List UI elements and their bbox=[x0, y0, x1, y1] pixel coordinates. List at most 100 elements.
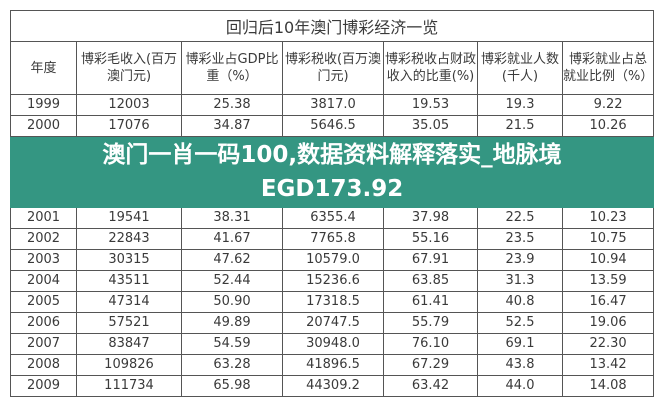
table-cell: 9.22 bbox=[561, 94, 655, 116]
table-row: 2002 22843 41.67 7765.8 55.16 23.5 10.75 bbox=[10, 228, 655, 250]
table-cell: 2002 bbox=[10, 228, 77, 250]
table-cell: 54.59 bbox=[181, 333, 283, 355]
table-cell: 2000 bbox=[10, 115, 77, 137]
table-cell: 63.28 bbox=[181, 354, 283, 376]
table-title: 回归后10年澳门博彩经济一览 bbox=[9, 10, 655, 42]
table-cell: 41.67 bbox=[181, 228, 283, 250]
table-cell: 10.23 bbox=[561, 207, 655, 229]
table-cell: 22.5 bbox=[477, 207, 563, 229]
table-cell: 13.42 bbox=[561, 354, 655, 376]
table-cell: 17318.5 bbox=[282, 291, 384, 313]
table-cell: 2006 bbox=[10, 312, 77, 334]
table-cell: 30315 bbox=[76, 249, 182, 271]
table-row: 2009 111734 65.98 44309.2 63.42 44.0 14.08 bbox=[10, 375, 655, 397]
table-cell: 35.05 bbox=[383, 115, 478, 137]
table-cell: 109826 bbox=[76, 354, 182, 376]
table-cell: 44.0 bbox=[477, 375, 563, 397]
table-cell: 61.41 bbox=[383, 291, 478, 313]
table-row: 2001 19541 38.31 6355.4 37.98 22.5 10.23 bbox=[10, 207, 655, 229]
table-cell: 2007 bbox=[10, 333, 77, 355]
table-cell: 19541 bbox=[76, 207, 182, 229]
table-row: 2006 57521 49.89 20747.5 55.79 52.5 19.06 bbox=[10, 312, 655, 334]
table-cell: 19.06 bbox=[561, 312, 655, 334]
column-header: 博彩业占GDP比重（%） bbox=[181, 41, 283, 95]
table-cell: 47314 bbox=[76, 291, 182, 313]
table-cell: 55.16 bbox=[383, 228, 478, 250]
table-cell: 30948.0 bbox=[282, 333, 384, 355]
table-cell: 2009 bbox=[10, 375, 77, 397]
table-cell: 10579.0 bbox=[282, 249, 384, 271]
table-cell: 2004 bbox=[10, 270, 77, 292]
table-cell: 19.3 bbox=[477, 94, 563, 116]
table-cell: 15236.6 bbox=[282, 270, 384, 292]
table-cell: 50.90 bbox=[181, 291, 283, 313]
table-cell: 2008 bbox=[10, 354, 77, 376]
table-cell: 38.31 bbox=[181, 207, 283, 229]
table-row: 2008 109826 63.28 41896.5 67.29 43.8 13.42 bbox=[10, 354, 655, 376]
headline-banner-cell: 澳门一肖一码100,数据资料解释落实_地脉境EGD173.92 bbox=[9, 136, 655, 208]
table-cell: 47.62 bbox=[181, 249, 283, 271]
table-cell: 31.3 bbox=[477, 270, 563, 292]
table-cell: 83847 bbox=[76, 333, 182, 355]
column-header: 博彩税收占财政收入的比重(%) bbox=[383, 41, 478, 95]
table-cell: 63.42 bbox=[383, 375, 478, 397]
table-cell: 5646.5 bbox=[282, 115, 384, 137]
table-cell: 17076 bbox=[76, 115, 182, 137]
column-header: 博彩税收(百万澳门元) bbox=[282, 41, 384, 95]
table-row: 2005 47314 50.90 17318.5 61.41 40.8 16.47 bbox=[10, 291, 655, 313]
table-cell: 111734 bbox=[76, 375, 182, 397]
table-cell: 6355.4 bbox=[282, 207, 384, 229]
headline-banner: 澳门一肖一码100,数据资料解释落实_地脉境EGD173.92 bbox=[9, 136, 655, 208]
table-cell: 10.94 bbox=[561, 249, 655, 271]
column-header: 博彩就业人数(千人) bbox=[477, 41, 563, 95]
table-cell: 7765.8 bbox=[282, 228, 384, 250]
table-cell: 43.8 bbox=[477, 354, 563, 376]
table-cell: 23.9 bbox=[477, 249, 563, 271]
table-cell: 19.53 bbox=[383, 94, 478, 116]
headline-text: 澳门一肖一码100,数据资料解释落实_地脉境EGD173.92 bbox=[102, 142, 562, 202]
table-cell: 13.59 bbox=[561, 270, 655, 292]
table-row: 2007 83847 54.59 30948.0 76.10 69.1 22.30 bbox=[10, 333, 655, 355]
table-cell: 52.5 bbox=[477, 312, 563, 334]
table-cell: 2001 bbox=[10, 207, 77, 229]
table-cell: 10.75 bbox=[561, 228, 655, 250]
table-cell: 25.38 bbox=[181, 94, 283, 116]
table-row: 2004 43511 52.44 15236.6 63.85 31.3 13.59 bbox=[10, 270, 655, 292]
table-row: 2003 30315 47.62 10579.0 67.91 23.9 10.94 bbox=[10, 249, 655, 271]
table-cell: 1999 bbox=[10, 94, 77, 116]
table-cell: 63.85 bbox=[383, 270, 478, 292]
column-header: 博彩就业占总就业比例（%） bbox=[561, 41, 655, 95]
table-cell: 69.1 bbox=[477, 333, 563, 355]
table-cell: 14.08 bbox=[561, 375, 655, 397]
table-cell: 20747.5 bbox=[282, 312, 384, 334]
table-cell: 67.91 bbox=[383, 249, 478, 271]
table-cell: 49.89 bbox=[181, 312, 283, 334]
table-cell: 76.10 bbox=[383, 333, 478, 355]
column-header: 年度 bbox=[10, 41, 77, 95]
table-cell: 65.98 bbox=[181, 375, 283, 397]
table-cell: 57521 bbox=[76, 312, 182, 334]
table-cell: 67.29 bbox=[383, 354, 478, 376]
table-cell: 22843 bbox=[76, 228, 182, 250]
table-cell: 52.44 bbox=[181, 270, 283, 292]
table-cell: 55.79 bbox=[383, 312, 478, 334]
table-cell: 37.98 bbox=[383, 207, 478, 229]
table-cell: 2003 bbox=[10, 249, 77, 271]
table-cell: 23.5 bbox=[477, 228, 563, 250]
table-cell: 43511 bbox=[76, 270, 182, 292]
table-cell: 12003 bbox=[76, 94, 182, 116]
table-cell: 34.87 bbox=[181, 115, 283, 137]
table-cell: 3817.0 bbox=[282, 94, 384, 116]
table-cell: 16.47 bbox=[561, 291, 655, 313]
table-row: 1999 12003 25.38 3817.0 19.53 19.3 9.22 bbox=[10, 94, 655, 116]
table-cell: 22.30 bbox=[561, 333, 655, 355]
table-row: 2000 17076 34.87 5646.5 35.05 21.5 10.26 bbox=[10, 115, 655, 137]
table-cell: 21.5 bbox=[477, 115, 563, 137]
table-cell: 10.26 bbox=[561, 115, 655, 137]
table-cell: 44309.2 bbox=[282, 375, 384, 397]
column-header: 博彩毛收入(百万澳门元) bbox=[76, 41, 182, 95]
table-cell: 40.8 bbox=[477, 291, 563, 313]
gambling-economy-table: 回归后10年澳门博彩经济一览 年度 博彩毛收入(百万澳门元) 博彩业占GDP比重（%… bbox=[9, 10, 655, 397]
table-cell: 2005 bbox=[10, 291, 77, 313]
table-cell: 41896.5 bbox=[282, 354, 384, 376]
